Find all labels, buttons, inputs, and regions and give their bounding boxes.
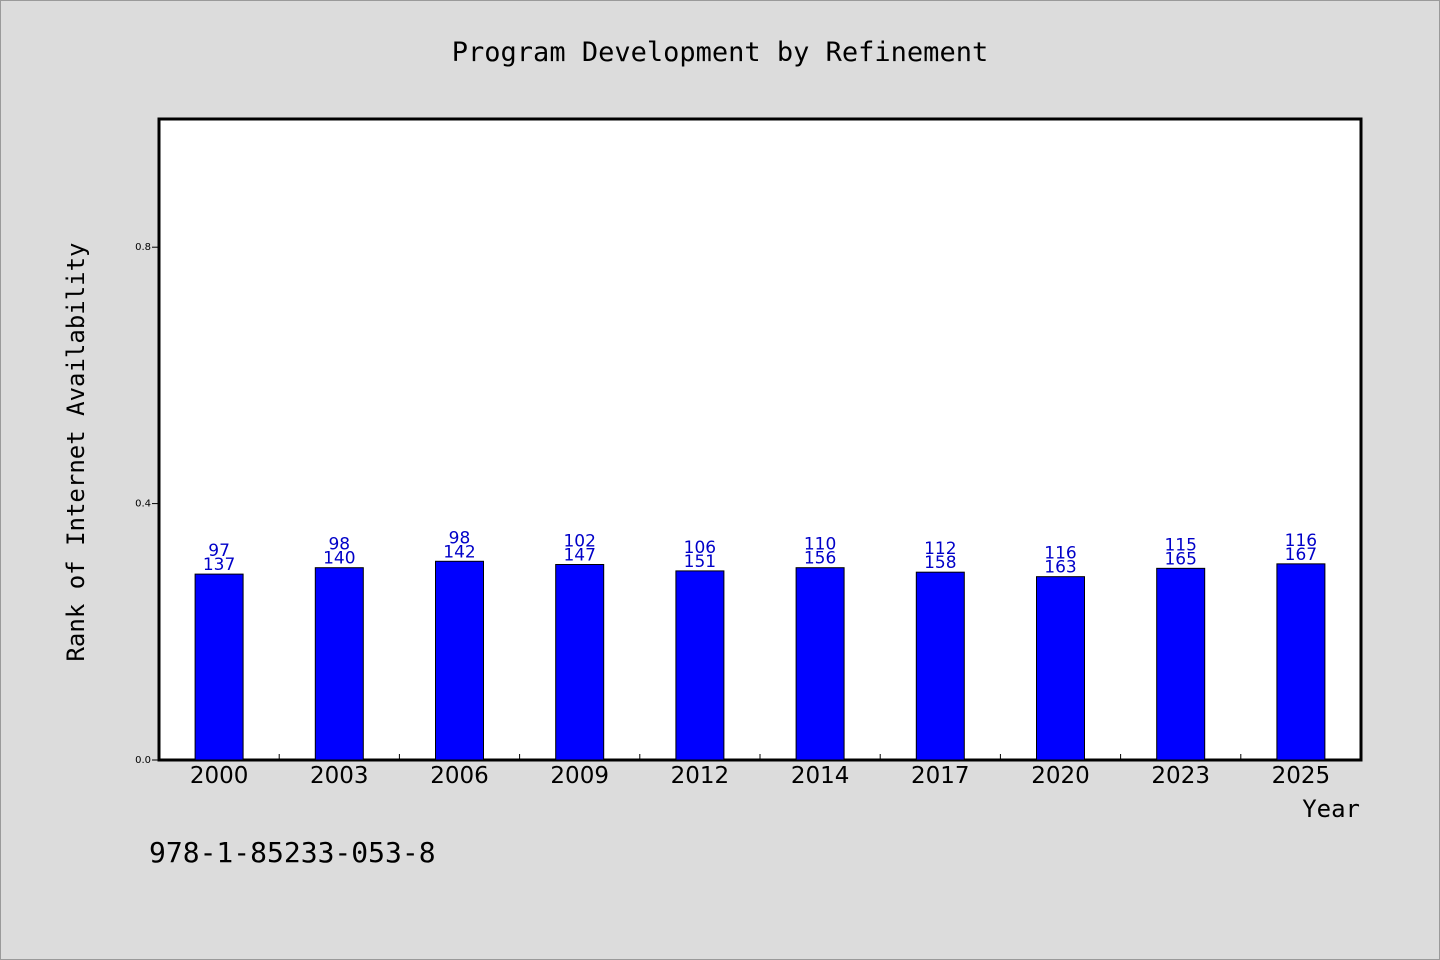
bar-label-bottom: 142 [443,542,475,562]
y-tick-label: 0.0 [135,755,151,766]
bar-label-bottom: 158 [924,553,956,573]
bar-label-top: 98 [328,535,350,555]
category-labels: 2000 2003 2006 2009 2012 2014 2017 2020 2023 2025 [190,763,1330,789]
bar-label-bottom: 151 [684,552,716,572]
x-category-label: 2003 [310,763,369,789]
bar [194,573,244,761]
x-category-label: 2009 [550,763,609,789]
bar-label-top: 102 [563,531,595,551]
x-category-label: 2025 [1272,763,1331,789]
x-category-label: 2023 [1151,763,1210,789]
bar [314,567,364,761]
bar [675,570,725,761]
bar-label-bottom: 147 [563,545,595,565]
x-category-label: 2014 [791,763,850,789]
bar-label-top: 110 [804,535,836,555]
x-category-label: 2006 [430,763,489,789]
bar [795,567,845,761]
x-category-label: 2017 [911,763,970,789]
bar-label-top: 97 [208,541,230,561]
bar-label-bottom: 156 [804,549,836,569]
x-axis [278,754,1242,760]
bar-label-bottom: 163 [1044,558,1076,578]
x-category-label: 2020 [1031,763,1090,789]
bar [1276,563,1326,761]
bar [915,571,965,761]
bar-label-top: 115 [1164,535,1196,555]
bar-label-bottom: 167 [1285,545,1317,565]
isbn-label: 978-1-85233-053-8 [149,836,436,869]
y-axis: 0.0 0.4 0.8 [135,242,159,766]
x-category-label: 2000 [190,763,249,789]
bar-label-top: 106 [684,538,716,558]
bar-label-top: 116 [1285,531,1317,551]
bar [1036,576,1085,761]
bar-label-bottom: 137 [203,555,235,575]
x-category-label: 2012 [671,763,730,789]
bar-label-top: 98 [449,528,471,548]
bar-series [194,560,1326,761]
bar [435,560,484,761]
chart-title: Program Development by Refinement [452,37,988,68]
bar [555,563,605,761]
bar [1156,567,1206,761]
x-axis-title: Year [1302,795,1360,823]
bar-label-bottom: 140 [323,549,355,569]
y-axis-title: Rank of Internet Availability [62,242,90,661]
y-tick-label: 0.4 [135,499,151,510]
bar-label-top: 112 [924,539,956,559]
y-tick-label: 0.8 [135,242,151,253]
bar-label-top: 116 [1044,544,1076,564]
bar-label-bottom: 165 [1164,549,1196,569]
